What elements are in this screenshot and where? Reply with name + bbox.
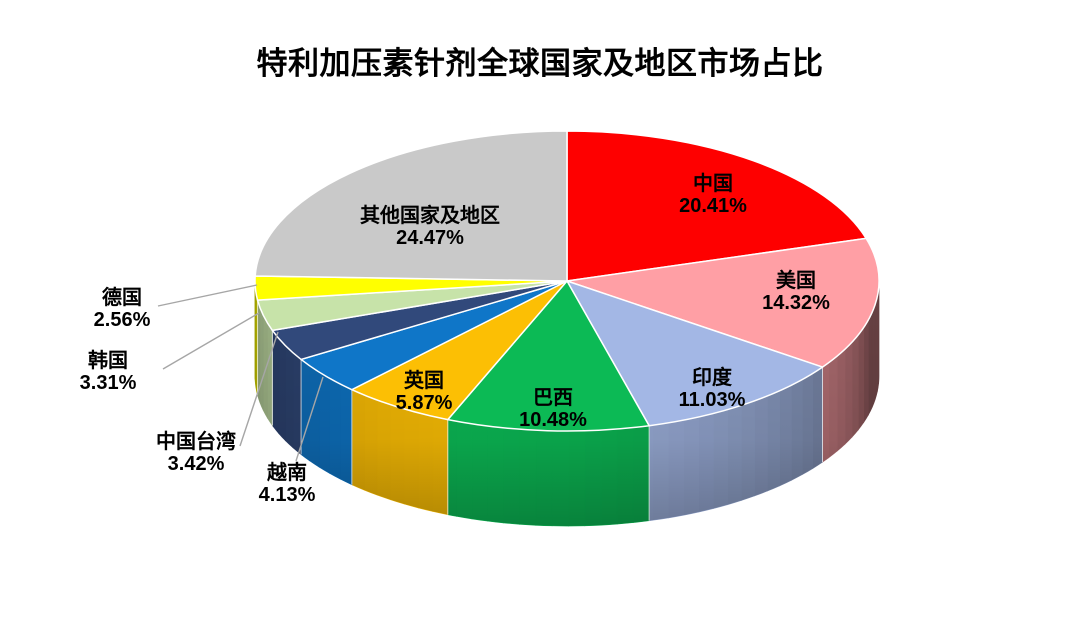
pie-slice-side-4 [471,423,488,522]
slice-value-4: 10.48% [519,409,587,431]
chart-title: 特利加压素针剂全球国家及地区市场占比 [256,46,824,81]
pie-slice-1 [566,130,867,282]
pie-slice-side-3 [683,416,700,516]
slice-label-7: 中国台湾 [156,429,236,453]
pie-slice-3 [566,280,824,427]
pie-slice-side-4 [632,425,650,523]
pie-slice-4 [447,280,650,432]
slice-value-10: 24.47% [396,227,464,249]
pie-slice-side-4 [503,427,520,525]
slice-label-3: 印度 [692,365,733,389]
pie-slice-side-8 [259,307,264,411]
pie-slice-side-5 [432,415,449,516]
pie-slice-side-3 [652,422,669,521]
pie-slice-side-4 [487,425,504,524]
slice-label-9: 德国 [102,285,142,309]
pie-slice-side-4 [519,428,537,526]
pie-slice-side-3 [668,419,685,519]
pie-slice-side-6 [329,377,341,480]
leader-line-6 [295,376,324,462]
slice-value-8: 3.31% [80,372,137,394]
pie-slice-side-3 [712,409,728,509]
pie-slice-side-4 [535,429,553,527]
leader-line-9 [157,284,258,307]
slice-value-2: 14.32% [762,292,830,314]
pie-slice-side-5 [403,408,419,509]
pie-slice-side-2 [857,326,865,431]
slice-value-6: 4.13% [259,484,316,506]
slice-value-7: 3.42% [168,453,225,475]
leader-line-8 [162,312,260,370]
pie-slice-side-4 [568,430,586,527]
pie-slice-side-4 [551,430,569,527]
pie-slice-side-2 [828,355,838,459]
pie-slice-side-2 [822,362,830,463]
pie-slice-side-5 [352,389,365,491]
pie-slice-side-2 [863,318,869,424]
pie-slice-side-3 [779,384,792,487]
pie-slice-side-2 [871,304,876,408]
pie-slice-side-2 [836,348,846,452]
pie-slice-side-3 [648,424,654,522]
pie-slice-side-7 [292,351,302,456]
slice-label-2: 美国 [776,268,816,292]
pie-slice-side-4 [616,427,634,525]
pie-slice-side-3 [790,378,803,481]
pie-slice-side-8 [267,321,273,427]
pie-slice-side-6 [339,383,353,486]
slice-value-3: 11.03% [679,389,746,411]
leader-line-7 [239,331,279,447]
pie-slice-side-3 [698,413,714,513]
pie-slice-side-3 [767,390,781,492]
pie-slice-side-5 [364,394,378,496]
slice-label-4: 巴西 [533,387,573,409]
pie-slice-side-2 [844,341,853,445]
pie-slice-side-4 [584,429,602,527]
pie-slice-side-4 [447,419,457,517]
slice-value-5: 5.87% [396,392,453,414]
slice-label-6: 越南 [266,460,307,484]
pie-slice-side-2 [868,312,873,417]
slice-value-9: 2.56% [94,309,151,331]
pie-slice-side-7 [278,337,286,442]
pie-slice-side-3 [802,372,814,476]
pie-slice-side-7 [285,344,294,449]
pie-slice-side-3 [754,395,768,497]
pie-slice-side-6 [318,371,330,474]
pie-slice-side-3 [812,366,823,470]
pie-slice-side-4 [600,428,618,526]
pie-slice-side-5 [390,404,405,505]
slice-label-8: 韩国 [88,348,128,372]
pie-slice-side-6 [300,358,310,462]
slice-value-1: 20.41% [679,195,747,217]
pie-slice-side-5 [417,412,434,512]
slice-label-10: 其他国家及地区 [360,203,500,227]
pie-slice-side-3 [740,400,755,501]
pie-slice-10 [254,130,568,282]
pie-slice-side-4 [456,420,473,520]
pie-slice-2 [566,237,880,368]
pie-slice-side-3 [727,404,742,506]
slice-label-1: 中国 [693,171,733,195]
pie-slice-side-5 [376,399,391,501]
pie-slice-side-2 [851,333,859,438]
slice-label-5: 英国 [404,368,444,392]
